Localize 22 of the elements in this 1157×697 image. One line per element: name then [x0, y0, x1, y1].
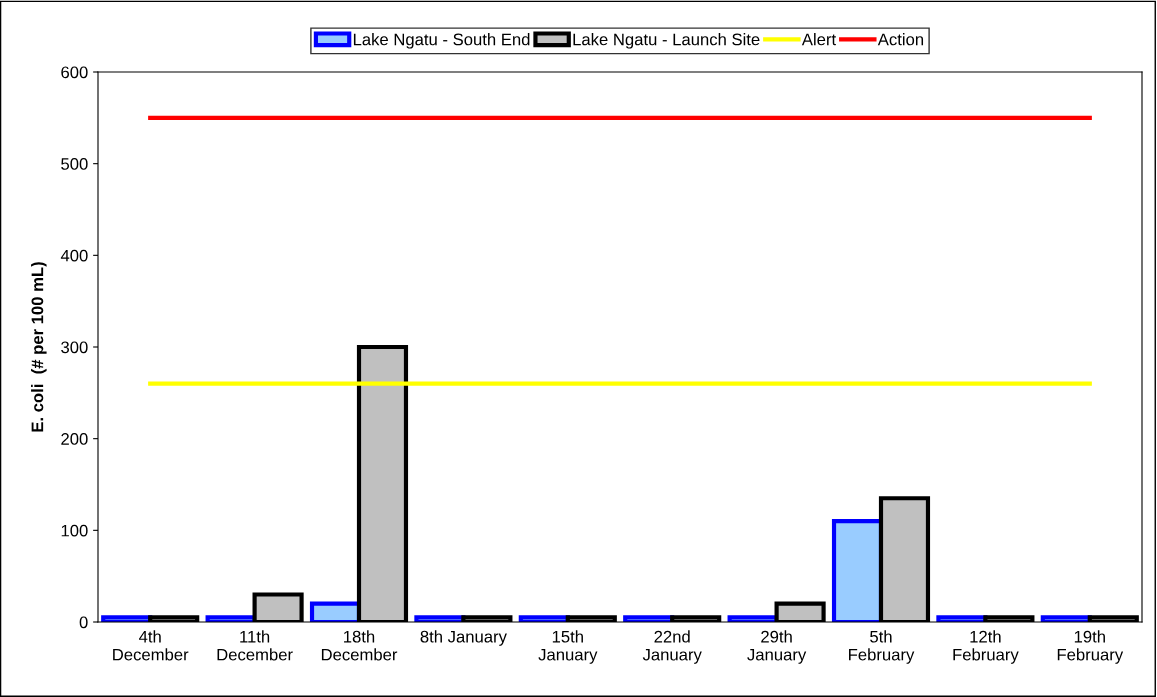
x-tick-label: 5th February: [849, 630, 915, 664]
y-tick-label: 600: [61, 66, 88, 79]
y-tick-label: 0: [79, 616, 88, 629]
x-tick-label: 11th December: [217, 630, 293, 661]
x-tick-label: 8th January: [420, 630, 507, 646]
y-tick-label: 300: [61, 341, 88, 354]
legend-label: Action: [877, 33, 924, 46]
x-tick-label: 4th December: [113, 630, 189, 661]
x-tick-label: 29th January: [747, 630, 807, 664]
y-axis-title: E. coli (# per 100 mL): [31, 262, 47, 432]
x-tick-label: 15th January: [538, 630, 598, 664]
y-tick-label: 500: [61, 158, 88, 170]
x-tick-label: 18th December: [321, 630, 398, 661]
x-tick-label: 12th February: [953, 630, 1019, 664]
x-tick-label: 22nd January: [642, 630, 702, 664]
y-tick-label: 400: [60, 249, 88, 262]
legend-label: Lake Ngatu - South End: [353, 33, 530, 49]
legend-label: Alert: [801, 33, 836, 46]
y-tick-label: 200: [61, 433, 88, 445]
x-tick-label: 19th February: [1057, 630, 1124, 664]
y-tick-label: 100: [61, 524, 88, 537]
legend-label: Lake Ngatu - Launch Site: [573, 33, 760, 49]
